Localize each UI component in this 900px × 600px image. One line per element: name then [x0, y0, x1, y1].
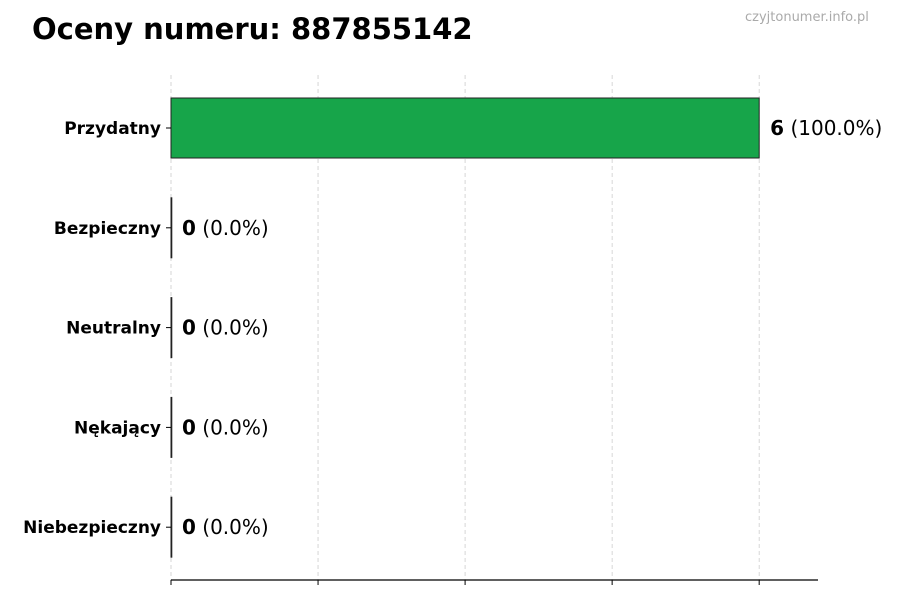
- data-label-value: 0: [182, 415, 196, 439]
- data-label-value: 6: [770, 116, 784, 140]
- data-label-value: 0: [182, 515, 196, 539]
- data-label-percent: (0.0%): [196, 515, 269, 539]
- y-tick-label: Niebezpieczny: [23, 518, 161, 538]
- bar: [170, 396, 173, 458]
- y-tick-label: Przydatny: [64, 119, 161, 139]
- data-label-percent: (0.0%): [196, 216, 269, 240]
- data-label-value: 0: [182, 216, 196, 240]
- data-label: 0 (0.0%): [182, 415, 269, 439]
- y-tick-label: Bezpieczny: [54, 219, 161, 239]
- data-label: 6 (100.0%): [770, 116, 882, 140]
- bar: [170, 97, 760, 159]
- y-tick-label: Neutralny: [66, 319, 161, 339]
- data-label: 0 (0.0%): [182, 515, 269, 539]
- bar: [170, 197, 173, 259]
- data-label: 0 (0.0%): [182, 216, 269, 240]
- data-label-percent: (100.0%): [784, 116, 882, 140]
- y-tick-label: Nękający: [74, 418, 161, 438]
- data-label-percent: (0.0%): [196, 316, 269, 340]
- data-label: 0 (0.0%): [182, 316, 269, 340]
- watermark: czyjtonumer.info.pl: [745, 10, 869, 25]
- bar: [170, 297, 173, 359]
- bar: [170, 496, 173, 558]
- chart-title: Oceny numeru: 887855142: [32, 12, 473, 46]
- data-label-percent: (0.0%): [196, 415, 269, 439]
- data-label-value: 0: [182, 316, 196, 340]
